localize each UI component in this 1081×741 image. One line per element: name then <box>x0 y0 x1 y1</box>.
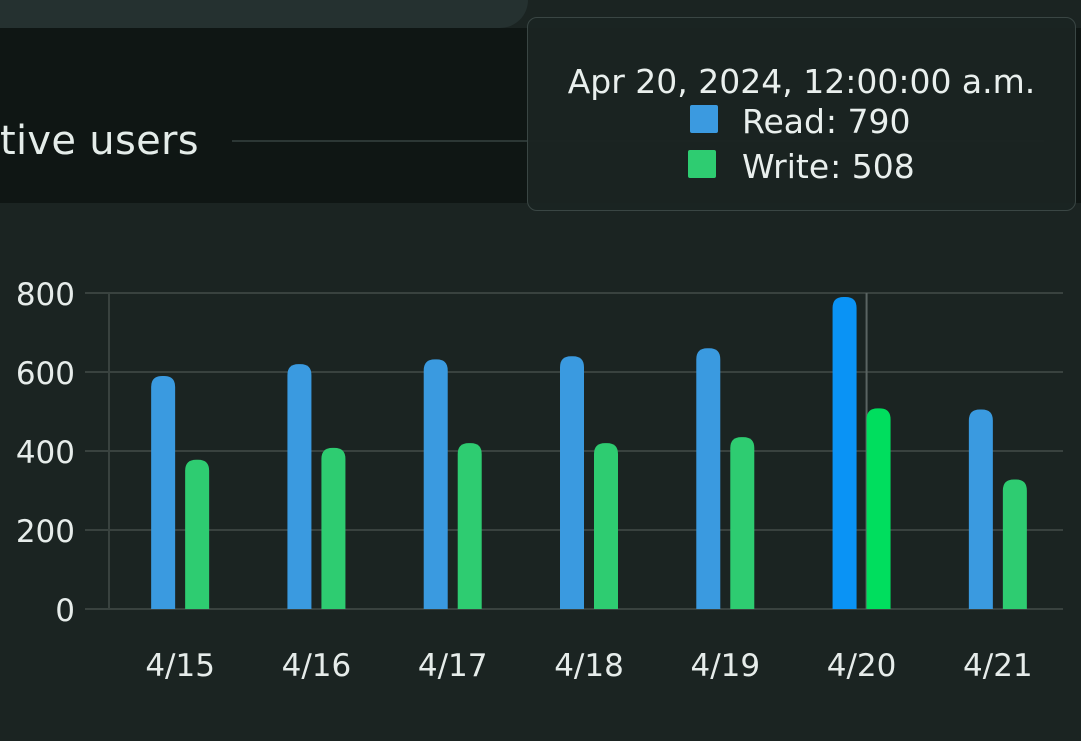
y-tick-label: 600 <box>16 356 75 392</box>
bar-read-4-20[interactable] <box>832 296 857 609</box>
tooltip-title: Apr 20, 2024, 12:00:00 a.m. <box>567 62 1036 101</box>
tooltip-write-label: Write <box>742 147 830 186</box>
tooltip-read-value: 790 <box>847 102 911 141</box>
bar-write-4-19[interactable] <box>730 437 755 609</box>
bar-read-4-16[interactable] <box>287 364 312 609</box>
write-swatch-icon <box>688 150 716 178</box>
bar-write-4-18[interactable] <box>594 443 618 609</box>
x-tick-label: 4/19 <box>690 648 760 684</box>
bar-write-4-20[interactable] <box>866 408 891 609</box>
bar-read-4-19[interactable] <box>696 348 721 609</box>
bar-write-4-15[interactable] <box>185 459 210 609</box>
y-tick-label: 800 <box>16 277 75 313</box>
top-card <box>0 0 528 28</box>
bar-read-4-17[interactable] <box>423 359 448 609</box>
bars <box>151 296 1027 609</box>
x-axis-labels: 4/15 4/16 4/17 4/18 4/19 4/20 4/21 <box>145 648 1032 684</box>
x-tick-label: 4/20 <box>827 648 897 684</box>
x-tick-label: 4/15 <box>145 648 215 684</box>
x-tick-label: 4/17 <box>418 648 488 684</box>
chart-tooltip: Apr 20, 2024, 12:00:00 a.m. Read: 790 Wr… <box>527 17 1076 211</box>
bar-read-4-15[interactable] <box>151 375 176 609</box>
y-tick-label: 200 <box>16 514 75 550</box>
x-tick-label: 4/16 <box>282 648 352 684</box>
bar-write-4-16[interactable] <box>321 447 346 609</box>
card-title: tive users <box>0 118 199 164</box>
x-tick-label: 4/18 <box>554 648 624 684</box>
bar-read-4-21[interactable] <box>968 409 993 609</box>
y-tick-label: 0 <box>55 593 75 629</box>
tooltip-read-label: Read <box>742 102 825 141</box>
y-tick-label: 400 <box>16 435 75 471</box>
x-tick-label: 4/21 <box>963 648 1033 684</box>
tooltip-write-value: 508 <box>851 147 915 186</box>
y-axis-labels: 0 200 400 600 800 <box>16 277 75 629</box>
bar-read-4-18[interactable] <box>560 356 584 609</box>
read-swatch-icon <box>690 105 718 133</box>
bar-write-4-17[interactable] <box>457 443 482 609</box>
bar-write-4-21[interactable] <box>1002 479 1027 609</box>
